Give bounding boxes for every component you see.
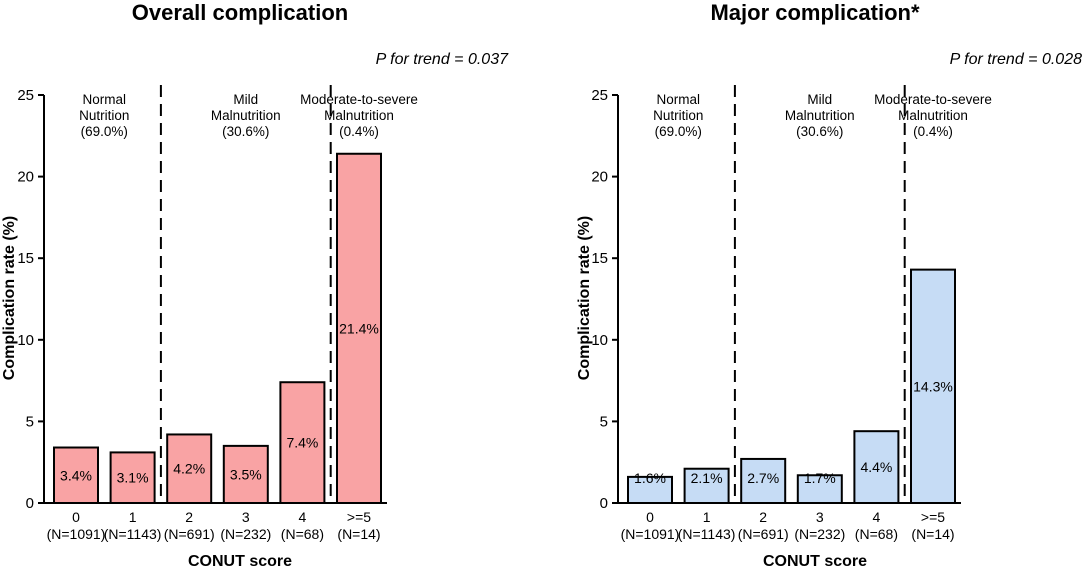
x-count-label: (N=68) [855, 526, 898, 542]
y-tick-label: 25 [591, 87, 608, 104]
bar-value-label: 2.7% [747, 470, 779, 486]
x-tick-label: 2 [185, 509, 193, 525]
y-tick-label: 5 [26, 413, 34, 430]
y-tick-label: 10 [17, 332, 34, 349]
x-count-label: (N=232) [794, 526, 845, 542]
x-tick-label: 0 [646, 509, 654, 525]
x-tick-label: 4 [873, 509, 881, 525]
bar [627, 475, 673, 504]
chart-title: Overall complication [132, 0, 348, 25]
bar [279, 381, 326, 504]
x-count-label: (N=68) [281, 526, 324, 542]
bar-value-label: 2.1% [691, 470, 723, 486]
y-tick-label: 10 [591, 332, 608, 349]
x-count-label: (N=1091) [621, 526, 680, 542]
panel-major: Major complication* P for trend = 0.028 … [576, 0, 1082, 570]
x-count-label: (N=691) [164, 526, 215, 542]
bar [853, 430, 900, 504]
bar [109, 451, 156, 504]
region-label-line: Nutrition [653, 108, 703, 123]
bar-value-label: 4.2% [173, 461, 205, 477]
bar-value-label: 3.1% [117, 470, 149, 486]
y-axis-label: Complication rate (%) [576, 216, 593, 380]
x-count-label: (N=1091) [47, 526, 106, 542]
x-tick-label: 0 [72, 509, 80, 525]
bar-value-label: 21.4% [339, 320, 379, 336]
bar-value-label: 3.5% [230, 466, 262, 482]
x-tick-label: 1 [129, 509, 137, 525]
chart-title: Major complication* [710, 0, 919, 25]
region-label-line: (30.6%) [222, 124, 269, 139]
x-tick-label: 1 [703, 509, 711, 525]
region-label-line: (0.4%) [339, 124, 379, 139]
trend-annotation: P for trend = 0.037 [376, 51, 509, 68]
x-count-label: (N=14) [337, 526, 380, 542]
bar [910, 268, 956, 504]
region-label-line: Malnutrition [898, 108, 968, 123]
region-label-line: Normal [657, 92, 701, 107]
y-tick-label: 0 [600, 495, 608, 512]
bar [222, 444, 269, 505]
x-count-label: (N=691) [738, 526, 789, 542]
region-label-line: Malnutrition [324, 108, 394, 123]
y-tick-label: 20 [17, 169, 34, 186]
x-tick-label: >=5 [921, 509, 945, 525]
y-axis-label: Complication rate (%) [1, 216, 18, 380]
region-label-line: Mild [233, 92, 258, 107]
x-count-label: (N=232) [220, 526, 271, 542]
bar-value-label: 14.3% [913, 378, 953, 394]
bar-value-label: 4.4% [860, 459, 892, 475]
region-label-line: Moderate-to-severe [300, 92, 418, 107]
y-tick-label: 25 [17, 87, 34, 104]
region-label-line: (30.6%) [796, 124, 843, 139]
region-label-line: Moderate-to-severe [874, 92, 992, 107]
x-tick-label: 2 [759, 509, 767, 525]
bar [336, 152, 382, 504]
x-count-label: (N=1143) [678, 526, 736, 542]
y-tick-label: 15 [17, 250, 34, 267]
bar-value-label: 3.4% [60, 467, 92, 483]
region-label-line: Malnutrition [211, 108, 281, 123]
x-tick-label: 3 [242, 509, 250, 525]
x-count-label: (N=14) [911, 526, 954, 542]
region-label-line: Mild [807, 92, 832, 107]
y-tick-label: 5 [600, 413, 608, 430]
y-tick-label: 15 [591, 250, 608, 267]
x-tick-label: 3 [816, 509, 824, 525]
bar-value-label: 1.6% [634, 470, 666, 486]
x-axis-label: CONUT score [763, 553, 867, 570]
x-tick-label: >=5 [347, 509, 371, 525]
region-label-line: (0.4%) [913, 124, 953, 139]
x-count-label: (N=1143) [104, 526, 162, 542]
region-label-line: (69.0%) [655, 124, 702, 139]
y-tick-label: 0 [26, 495, 34, 512]
y-tick-label: 20 [591, 169, 608, 186]
x-axis-label: CONUT score [188, 553, 292, 570]
x-tick-label: 4 [299, 509, 307, 525]
bar [796, 474, 843, 505]
region-label-line: Normal [83, 92, 127, 107]
bar [740, 457, 787, 505]
trend-annotation: P for trend = 0.028 [950, 51, 1082, 68]
region-label-line: Malnutrition [785, 108, 855, 123]
region-label-line: (69.0%) [81, 124, 128, 139]
bar-value-label: 7.4% [286, 435, 318, 451]
panel-overall: Overall complication P for trend = 0.037… [1, 0, 509, 570]
region-label-line: Nutrition [79, 108, 129, 123]
bar-value-label: 1.7% [804, 470, 836, 486]
